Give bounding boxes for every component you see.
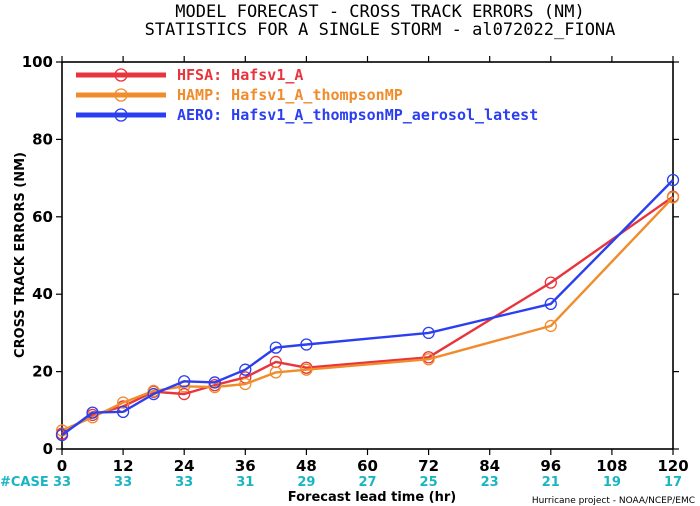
- series-line: [61, 196, 674, 432]
- chart-title: MODEL FORECAST - CROSS TRACK ERRORS (NM): [175, 2, 584, 22]
- y-axis-label: CROSS TRACK ERRORS (NM): [13, 152, 28, 358]
- data-point: [55, 428, 69, 442]
- y-tick-label: 40: [32, 285, 53, 303]
- legend-entry-label: HAMP: Hafsv1_A_thompsonMP: [177, 86, 403, 104]
- data-point: [422, 326, 435, 340]
- data-point: [208, 376, 221, 389]
- x-tick-label: 12: [113, 457, 134, 475]
- x-tick-label: 48: [296, 457, 317, 475]
- series-2: [55, 173, 680, 442]
- data-point: [239, 363, 252, 376]
- legend-entry-label: AERO: Hafsv1_A_thompsonMP_aerosol_latest: [177, 106, 538, 124]
- tick-labels: 0 12 24 36 48 60 72 84 96 108 120 0 20 40 60 80 100: [22, 53, 689, 475]
- case-count: 19: [603, 475, 621, 490]
- case-count: 29: [297, 475, 315, 490]
- case-counts: #CASE 33 33 33 31 29 27 25 23 21 19 17: [0, 475, 682, 490]
- data-point: [544, 276, 557, 289]
- case-label: #CASE: [0, 475, 49, 490]
- x-tick-label: 36: [235, 457, 256, 475]
- data-point: [300, 363, 313, 376]
- data-point: [116, 405, 130, 418]
- data-point: [422, 353, 435, 366]
- x-tick-label: 96: [540, 457, 561, 475]
- data-point: [544, 319, 557, 333]
- case-count: 23: [481, 475, 499, 490]
- case-count: 27: [358, 475, 376, 490]
- data-point: [666, 173, 680, 187]
- legend-marker: [114, 88, 128, 102]
- data-point: [178, 387, 191, 401]
- x-tick-label: 108: [596, 457, 627, 475]
- x-tick-label: 0: [57, 457, 67, 475]
- y-tick-label: 60: [32, 208, 53, 226]
- data-point: [86, 406, 99, 419]
- y-tick-label: 0: [43, 440, 53, 458]
- x-axis-label: Forecast lead time (hr): [288, 490, 456, 505]
- data-point: [666, 191, 680, 204]
- y-tick-label: 80: [32, 130, 53, 148]
- data-point: [544, 297, 557, 311]
- data-point: [178, 375, 191, 388]
- x-tick-label: 72: [418, 457, 439, 475]
- legend: HFSA: Hafsv1_A HAMP: Hafsv1_A_thompsonMP A…: [76, 66, 538, 124]
- series-1: [55, 191, 680, 437]
- data-point: [239, 377, 252, 391]
- data-point: [116, 396, 130, 409]
- x-tick-label: 120: [657, 457, 688, 475]
- chart-subtitle: STATISTICS FOR A SINGLE STORM - al072022…: [145, 20, 616, 40]
- series-0: [55, 190, 680, 440]
- y-tick-label: 100: [22, 53, 53, 71]
- x-tick-label: 84: [479, 457, 500, 475]
- data-point: [147, 387, 160, 401]
- case-count: 33: [175, 475, 193, 490]
- series-line: [61, 195, 674, 435]
- data-point: [300, 338, 313, 351]
- series-layer: [55, 173, 680, 442]
- data-point: [269, 341, 283, 354]
- legend-marker: [114, 108, 128, 122]
- x-tick-label: 24: [174, 457, 195, 475]
- x-tick-label: 60: [357, 457, 378, 475]
- legend-entry-label: HFSA: Hafsv1_A: [177, 66, 303, 84]
- credit-text: Hurricane project - NOAA/NCEP/EMC: [532, 496, 695, 506]
- case-count: 21: [542, 475, 560, 490]
- data-point: [269, 366, 283, 379]
- case-count: 33: [53, 475, 71, 490]
- case-count: 17: [664, 475, 682, 490]
- case-count: 31: [236, 475, 254, 490]
- legend-marker: [114, 68, 128, 82]
- case-count: 25: [420, 475, 438, 490]
- plot-area: [56, 56, 679, 455]
- y-tick-label: 20: [32, 363, 53, 381]
- case-count: 33: [114, 475, 132, 490]
